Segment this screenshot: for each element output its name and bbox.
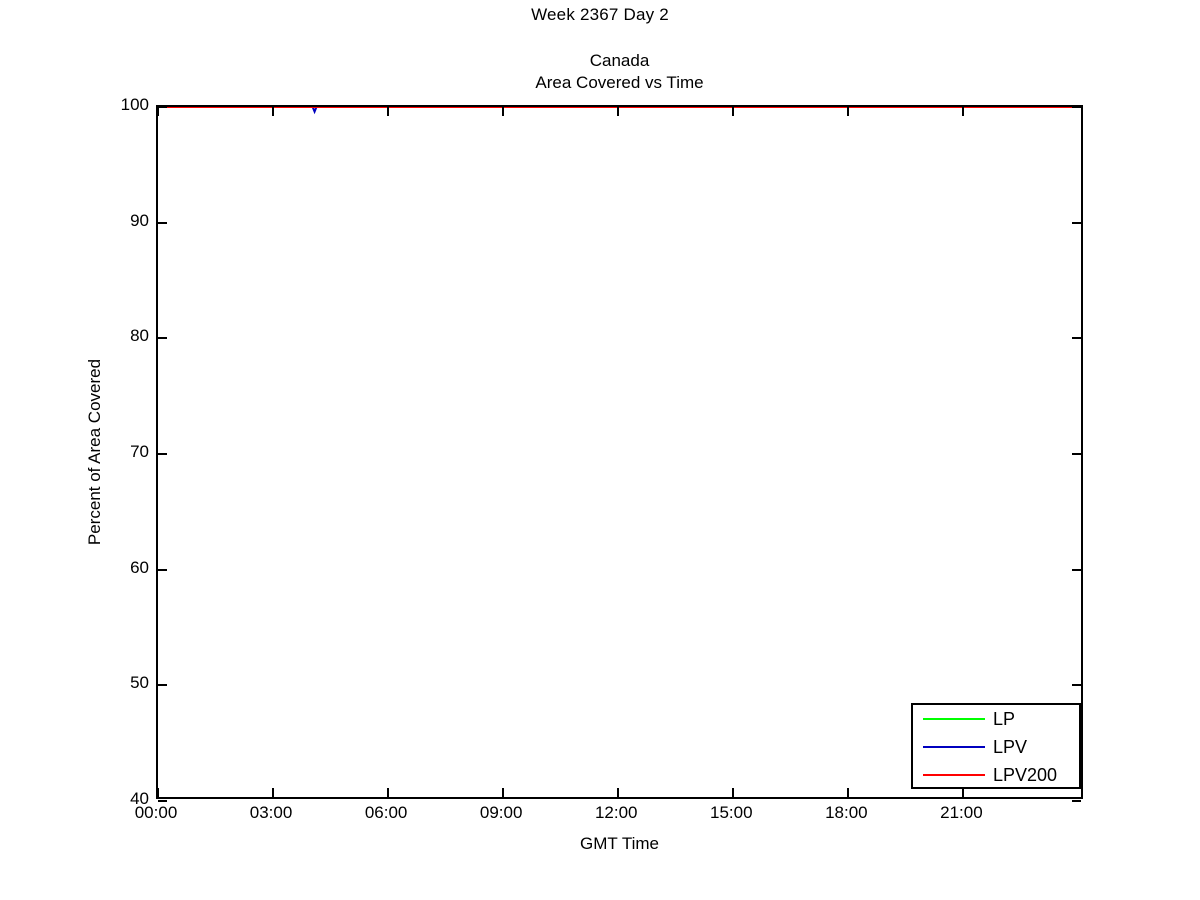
legend-label: LP: [993, 709, 1016, 729]
y-tick-mark: [1072, 453, 1081, 455]
chart-title-line1: Canada: [589, 51, 650, 70]
legend-line-swatch: [923, 746, 985, 748]
y-tick-mark: [158, 800, 167, 802]
y-tick-label: 90: [130, 210, 149, 230]
y-tick-mark: [1072, 684, 1081, 687]
y-tick-label: 100: [120, 95, 149, 114]
x-tick-mark: [962, 107, 965, 116]
x-tick-mark: [387, 107, 390, 116]
y-tick-mark: [158, 106, 167, 108]
x-tick-label: 03:00: [249, 803, 293, 822]
y-tick-label: 60: [130, 557, 149, 577]
x-tick-mark: [157, 788, 159, 797]
x-tick-mark: [962, 788, 965, 797]
chart-legend[interactable]: LP LPV LPV200: [911, 703, 1081, 789]
x-tick-mark: [617, 107, 620, 116]
x-tick-mark: [847, 107, 850, 116]
x-tick-mark: [502, 788, 505, 797]
x-tick-mark: [617, 788, 620, 797]
y-tick-label: 70: [130, 442, 149, 461]
chart-title: Canada Area Covered vs Time: [156, 50, 1083, 94]
y-tick-mark: [158, 337, 167, 340]
x-tick-mark: [387, 788, 390, 797]
x-tick-label: 00:00: [134, 803, 178, 822]
legend-label: LPV: [993, 737, 1028, 757]
legend-item-lpv[interactable]: LPV: [913, 733, 1079, 761]
figure-suptitle: Week 2367 Day 2: [531, 5, 669, 24]
y-tick-mark: [1072, 221, 1081, 224]
legend-item-lpv200[interactable]: LPV200: [913, 761, 1079, 789]
y-tick-label: 80: [130, 326, 149, 346]
x-tick-mark: [502, 107, 505, 116]
y-tick-mark: [158, 453, 167, 455]
legend-item-lp[interactable]: LP: [913, 705, 1079, 733]
x-tick-label: 09:00: [479, 803, 523, 822]
x-tick-mark: [157, 107, 159, 116]
y-tick-mark: [1072, 568, 1081, 571]
y-tick-mark: [1072, 337, 1081, 340]
y-tick-mark: [158, 684, 167, 687]
x-tick-label: 06:00: [364, 803, 408, 822]
x-tick-label: 18:00: [825, 803, 868, 822]
y-tick-mark: [158, 568, 167, 571]
x-tick-mark: [732, 107, 735, 116]
legend-label: LPV200: [993, 765, 1058, 785]
x-tick-label: 12:00: [594, 803, 638, 822]
y-tick-mark: [158, 221, 167, 224]
chart-title-line2: Area Covered vs Time: [535, 73, 704, 92]
plot-area: [156, 105, 1083, 802]
y-tick-label: 40: [130, 789, 149, 808]
legend-line-swatch: [923, 774, 985, 776]
y-tick-mark: [1072, 106, 1081, 108]
plot-lines: [158, 107, 1081, 797]
legend-line-swatch: [923, 718, 985, 720]
x-tick-mark: [272, 788, 275, 797]
x-tick-mark: [732, 788, 735, 797]
y-axis-label: Percent of Area Covered: [85, 358, 104, 546]
x-axis-label: GMT Time: [579, 834, 660, 853]
x-tick-label: 21:00: [940, 803, 983, 822]
y-tick-label: 50: [130, 673, 149, 693]
x-tick-label: 15:00: [710, 803, 753, 822]
x-tick-mark: [847, 788, 850, 797]
y-tick-mark: [1072, 800, 1081, 802]
x-tick-mark: [272, 107, 275, 116]
